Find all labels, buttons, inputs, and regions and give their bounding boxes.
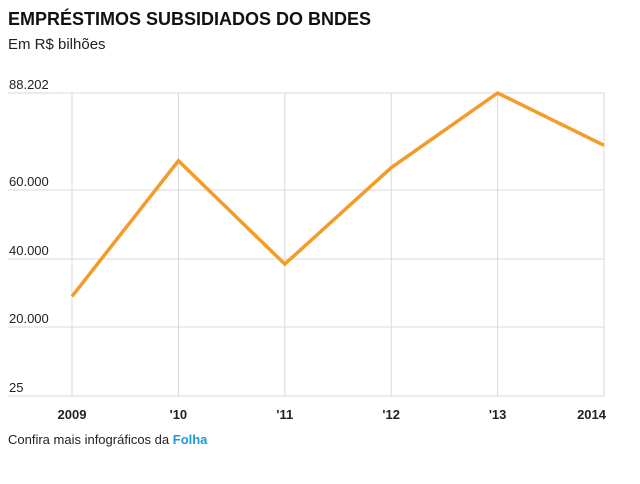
y-tick-label: 88.202: [9, 77, 49, 92]
folha-link[interactable]: Folha: [172, 432, 208, 447]
footer-text: Confira mais infográficos da: [8, 432, 173, 447]
x-tick-label: 2014: [577, 407, 607, 422]
chart: 88.202 60.000 40.000 20.000 25 2009 '10 '11 '12…: [8, 77, 607, 422]
x-tick-label: '10: [170, 407, 188, 422]
y-axis-ticks: 88.202 60.000 40.000 20.000 25: [9, 77, 49, 395]
x-tick-label: '12: [382, 407, 400, 422]
chart-subtitle: Em R$ bilhões: [8, 36, 106, 53]
x-axis-ticks: 2009 '10 '11 '12 '13 2014: [58, 407, 607, 422]
y-tick-label: 40.000: [9, 243, 49, 258]
x-tick-label: '13: [489, 407, 507, 422]
y-tick-label: 20.000: [9, 311, 49, 326]
y-tick-label: 60.000: [9, 174, 49, 189]
y-tick-label: 25: [9, 380, 23, 395]
footer: Confira mais infográficos da Folha: [8, 432, 207, 447]
series-lines: [70, 90, 605, 298]
chart-title: EMPRÉSTIMOS SUBSIDIADOS DO BNDES: [8, 9, 372, 29]
x-tick-label: '11: [276, 407, 293, 422]
series-line: [70, 90, 605, 298]
x-tick-label: 2009: [58, 407, 87, 422]
